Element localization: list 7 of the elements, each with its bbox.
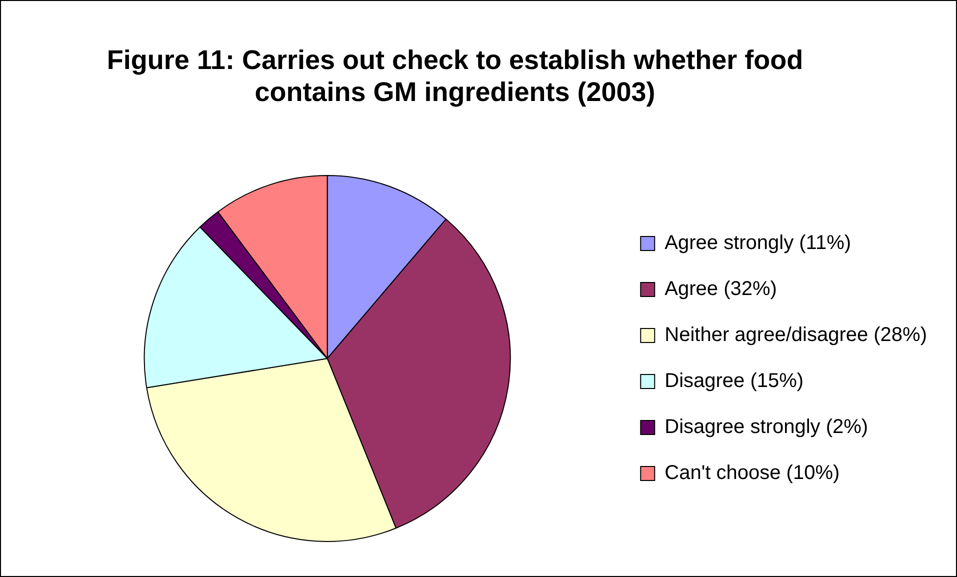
chart-title: Figure 11: Carries out check to establish whether food contains GM ingredients (2003) [106,44,804,108]
legend-label: Agree strongly (11%) [664,232,852,254]
legend-label: Can't choose (10%) [664,462,840,484]
legend-label: Disagree strongly (2%) [664,416,868,438]
legend-label: Disagree (15%) [664,370,804,392]
legend-label: Agree (32%) [664,278,777,300]
legend-label: Neither agree/disagree (28%) [664,324,928,346]
